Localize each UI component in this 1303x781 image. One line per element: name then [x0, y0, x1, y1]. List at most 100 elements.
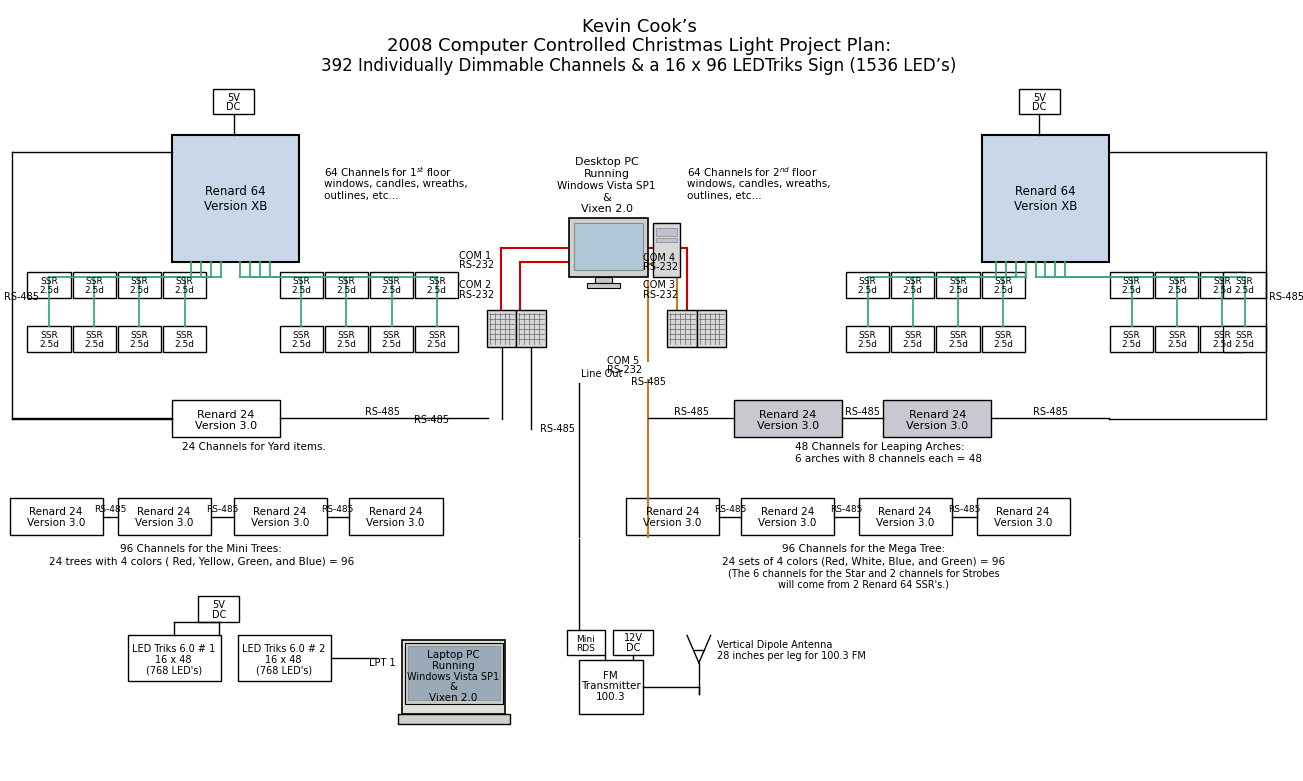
- Text: FM: FM: [603, 671, 618, 680]
- Text: DC: DC: [1032, 102, 1046, 112]
- Text: SSR: SSR: [994, 330, 1012, 340]
- Text: (768 LED's): (768 LED's): [255, 665, 311, 676]
- Text: Renard 24: Renard 24: [29, 507, 82, 517]
- Text: SSR: SSR: [1235, 276, 1253, 286]
- Text: RS-485: RS-485: [414, 415, 450, 426]
- Bar: [73, 273, 116, 298]
- Bar: [883, 400, 992, 437]
- Text: SSR: SSR: [949, 276, 967, 286]
- Bar: [370, 326, 413, 351]
- Bar: [233, 498, 327, 535]
- Text: SSR: SSR: [383, 330, 400, 340]
- Text: 2.5d: 2.5d: [175, 287, 194, 295]
- Text: SSR: SSR: [40, 276, 57, 286]
- Bar: [163, 273, 206, 298]
- Text: Renard 24: Renard 24: [761, 507, 814, 517]
- Bar: [579, 660, 642, 714]
- Text: DC: DC: [625, 644, 640, 653]
- Bar: [117, 273, 162, 298]
- Text: Desktop PC: Desktop PC: [575, 157, 638, 167]
- Bar: [977, 498, 1070, 535]
- Text: COM 3: COM 3: [642, 280, 675, 290]
- Text: Version XB: Version XB: [1014, 200, 1078, 213]
- Text: 48 Channels for Leaping Arches:: 48 Channels for Leaping Arches:: [795, 442, 964, 452]
- Text: SSR: SSR: [130, 276, 149, 286]
- Text: RS-485: RS-485: [631, 377, 666, 387]
- Text: 24 Channels for Yard items.: 24 Channels for Yard items.: [181, 442, 326, 452]
- Text: SSR: SSR: [86, 276, 103, 286]
- Text: SSR: SSR: [1167, 276, 1186, 286]
- Bar: [627, 498, 719, 535]
- Text: Vixen 2.0: Vixen 2.0: [581, 205, 632, 215]
- Text: SSR: SSR: [904, 330, 921, 340]
- Bar: [653, 223, 680, 277]
- Text: SSR: SSR: [292, 276, 310, 286]
- Bar: [859, 498, 952, 535]
- Text: SSR: SSR: [337, 330, 356, 340]
- Text: outlines, etc...: outlines, etc...: [324, 191, 399, 201]
- Bar: [891, 273, 934, 298]
- Text: Kevin Cook’s: Kevin Cook’s: [581, 18, 696, 36]
- Text: Renard 24: Renard 24: [646, 507, 698, 517]
- Bar: [280, 326, 323, 351]
- Bar: [1019, 89, 1061, 114]
- Bar: [117, 326, 162, 351]
- Bar: [981, 135, 1109, 262]
- Text: SSR: SSR: [427, 330, 446, 340]
- Text: 2.5d: 2.5d: [1212, 341, 1233, 349]
- Text: Renard 24: Renard 24: [369, 507, 422, 517]
- Text: Version 3.0: Version 3.0: [994, 519, 1052, 529]
- Text: Running: Running: [584, 169, 629, 179]
- Text: SSR: SSR: [130, 330, 149, 340]
- Text: 5V: 5V: [227, 92, 240, 102]
- Bar: [397, 714, 511, 724]
- Text: 2.5d: 2.5d: [903, 341, 923, 349]
- Text: Running: Running: [433, 661, 474, 671]
- Text: RS-485: RS-485: [322, 505, 354, 514]
- Text: 2.5d: 2.5d: [336, 341, 357, 349]
- Text: SSR: SSR: [1213, 276, 1231, 286]
- Text: Version 3.0: Version 3.0: [758, 519, 817, 529]
- Text: RS-232: RS-232: [642, 290, 678, 300]
- Text: RS-485: RS-485: [206, 505, 238, 514]
- Bar: [370, 273, 413, 298]
- Bar: [349, 498, 443, 535]
- Text: RS-232: RS-232: [460, 290, 495, 300]
- Text: 2.5d: 2.5d: [39, 287, 59, 295]
- Text: 2.5d: 2.5d: [1122, 287, 1141, 295]
- Text: LED Triks 6.0 # 1: LED Triks 6.0 # 1: [132, 644, 215, 654]
- Text: 5V: 5V: [212, 600, 225, 610]
- Text: SSR: SSR: [427, 276, 446, 286]
- Text: Windows Vista SP1: Windows Vista SP1: [558, 181, 655, 191]
- Text: 2.5d: 2.5d: [427, 287, 447, 295]
- Bar: [569, 218, 648, 277]
- Text: SSR: SSR: [337, 276, 356, 286]
- Text: Renard 24: Renard 24: [878, 507, 932, 517]
- Text: RS-485: RS-485: [846, 407, 881, 416]
- Text: 392 Individually Dimmable Channels & a 16 x 96 LEDTriks Sign (1536 LED’s): 392 Individually Dimmable Channels & a 1…: [322, 57, 956, 75]
- Bar: [575, 223, 642, 270]
- Bar: [846, 326, 889, 351]
- Text: &: &: [602, 193, 611, 202]
- Text: 2.5d: 2.5d: [427, 341, 447, 349]
- Text: 2.5d: 2.5d: [1212, 287, 1233, 295]
- Text: Laptop PC: Laptop PC: [427, 650, 480, 660]
- Text: 64 Channels for 2$^{nd}$ floor: 64 Channels for 2$^{nd}$ floor: [687, 166, 817, 179]
- Text: SSR: SSR: [994, 276, 1012, 286]
- Text: Renard 24: Renard 24: [760, 409, 817, 419]
- Text: 2.5d: 2.5d: [1167, 341, 1187, 349]
- Text: 2.5d: 2.5d: [336, 287, 357, 295]
- Text: windows, candles, wreaths,: windows, candles, wreaths,: [687, 179, 831, 189]
- Bar: [741, 498, 834, 535]
- Bar: [697, 309, 726, 347]
- Text: RS-232: RS-232: [607, 366, 641, 376]
- Text: SSR: SSR: [859, 330, 877, 340]
- Bar: [594, 277, 612, 283]
- Bar: [73, 326, 116, 351]
- Bar: [10, 498, 103, 535]
- Text: COM 5: COM 5: [607, 355, 638, 366]
- Text: 2.5d: 2.5d: [382, 341, 401, 349]
- Text: 28 inches per leg for 100.3 FM: 28 inches per leg for 100.3 FM: [717, 651, 865, 661]
- Bar: [280, 273, 323, 298]
- Text: COM 4: COM 4: [642, 252, 675, 262]
